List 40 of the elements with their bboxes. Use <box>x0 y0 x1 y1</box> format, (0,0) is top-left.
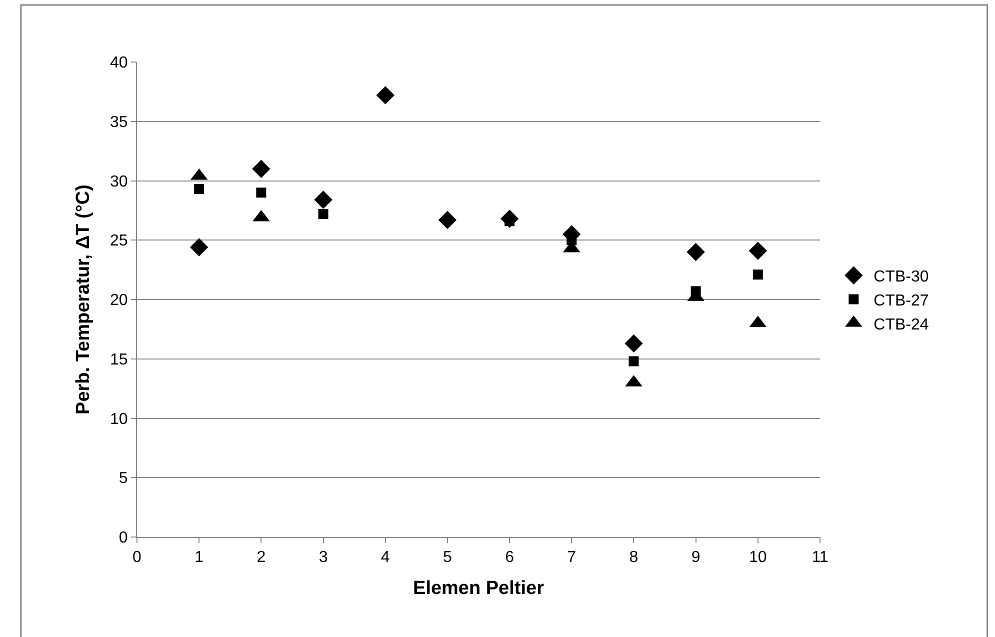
y-tick-label: 30 <box>110 173 128 190</box>
y-tick-label: 0 <box>118 530 128 547</box>
y-tick-label: 10 <box>110 410 128 428</box>
x-tick-label: 4 <box>380 549 390 566</box>
point <box>190 238 208 256</box>
legend-label: CTB-27 <box>874 292 929 310</box>
y-tick-label: 35 <box>110 114 128 131</box>
point <box>256 188 266 198</box>
x-tick-label: 10 <box>749 549 767 566</box>
point <box>752 270 763 280</box>
x-tick-label: 2 <box>256 549 266 566</box>
x-tick-label: 1 <box>194 549 204 566</box>
y-tick-label: 40 <box>110 54 128 72</box>
x-tick-label: 3 <box>318 549 328 566</box>
y-axis-title: Perb. Temperatur, ΔT (°C) <box>72 184 94 414</box>
x-tick-label: 5 <box>442 549 452 566</box>
point <box>438 210 457 230</box>
y-tick-label: 25 <box>110 232 128 250</box>
point <box>628 356 639 366</box>
x-tick-label: 11 <box>812 549 828 566</box>
point <box>376 86 394 104</box>
x-tick-label: 8 <box>629 549 638 566</box>
x-tick-label: 7 <box>567 549 576 566</box>
y-tick-label: 15 <box>110 351 128 368</box>
point <box>686 242 705 262</box>
point <box>252 160 270 178</box>
legend-label: CTB-24 <box>874 316 929 334</box>
x-axis-title: Elemen Peltier <box>413 578 545 599</box>
y-tick-label: 20 <box>110 292 128 310</box>
x-tick-label: 6 <box>505 549 514 566</box>
x-tick-label: 9 <box>691 549 700 566</box>
point <box>748 242 768 260</box>
point <box>318 209 328 219</box>
point <box>624 334 643 353</box>
legend-label: CTB-30 <box>874 268 929 286</box>
y-tick-label: 5 <box>118 470 128 488</box>
point <box>690 286 701 296</box>
point <box>194 184 204 194</box>
point <box>314 190 332 209</box>
x-tick-label: 0 <box>132 549 142 566</box>
